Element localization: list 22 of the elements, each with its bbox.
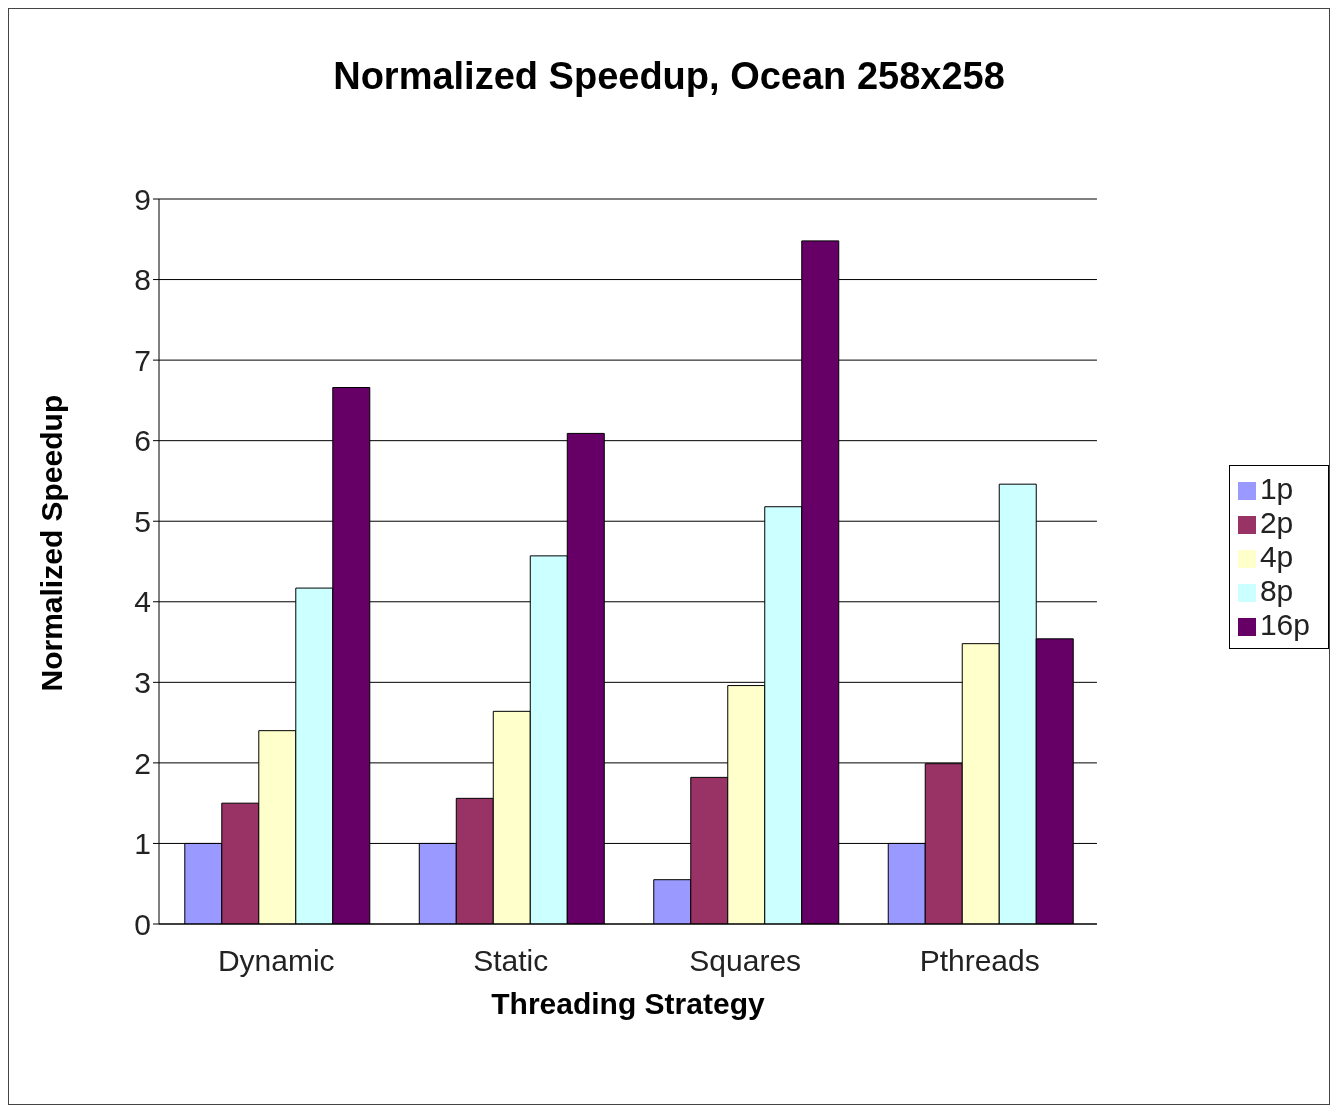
y-tick-label: 8 [134, 263, 151, 297]
y-tick-label: 4 [134, 585, 151, 619]
x-tick-label: Static [473, 944, 549, 978]
legend-label: 1p [1259, 471, 1294, 505]
y-tick-label: 6 [134, 424, 151, 458]
x-tick-label: Pthreads [919, 944, 1040, 978]
legend-label: 4p [1259, 539, 1294, 573]
legend-label: 2p [1259, 505, 1294, 539]
y-tick-label: 1 [134, 827, 151, 861]
x-tick-label: Dynamic [217, 944, 335, 978]
legend-label: 8p [1259, 573, 1294, 607]
x-tick-label: Squares [689, 944, 802, 978]
legend-label: 16p [1259, 607, 1310, 641]
y-tick-label: 5 [134, 504, 151, 538]
chart-title: Normalized Speedup, Ocean 258x258 [332, 55, 1006, 98]
y-tick-label: 3 [134, 665, 151, 699]
x-axis-title: Threading Strategy [491, 987, 765, 1020]
y-axis-title: Normalized Speedup [34, 394, 68, 692]
y-tick-label: 2 [134, 746, 151, 780]
y-tick-label: 9 [134, 182, 151, 216]
y-tick-label: 7 [134, 343, 151, 377]
y-tick-label: 0 [134, 907, 151, 941]
